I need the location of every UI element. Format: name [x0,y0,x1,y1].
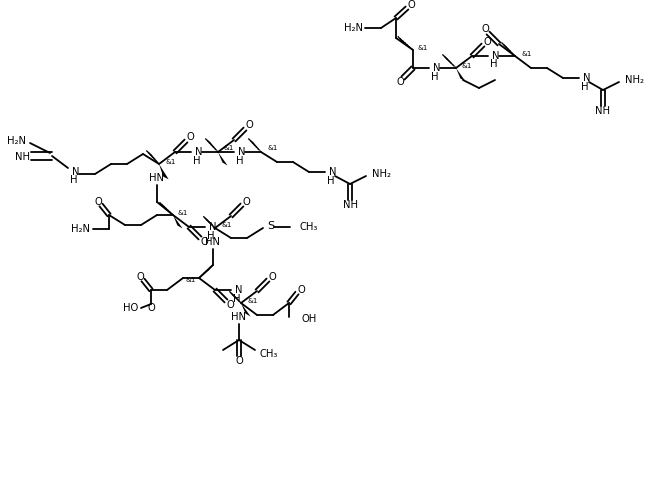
Text: &1: &1 [186,277,196,283]
Text: O: O [147,303,155,313]
Text: H: H [327,176,334,186]
Text: O: O [136,272,144,282]
Text: O: O [407,0,415,10]
Text: OH: OH [302,314,317,324]
Text: NH₂: NH₂ [372,169,391,179]
Text: &1: &1 [267,145,277,151]
Polygon shape [159,164,168,179]
Text: O: O [186,132,194,142]
Text: H: H [581,82,589,92]
Text: O: O [94,197,102,207]
Text: H: H [233,294,240,304]
Polygon shape [173,215,182,228]
Text: H₂N: H₂N [344,23,363,33]
Text: HO: HO [123,303,138,313]
Text: N: N [238,147,246,157]
Text: O: O [200,237,208,247]
Text: N: N [492,51,500,61]
Text: &1: &1 [221,222,231,228]
Text: H: H [490,59,498,69]
Text: N: N [329,167,336,177]
Polygon shape [456,68,466,82]
Text: H: H [236,156,244,166]
Text: &1: &1 [247,298,257,304]
Text: N: N [235,285,242,295]
Text: H: H [193,156,200,166]
Text: N: N [195,147,202,157]
Text: NH: NH [15,152,31,162]
Text: O: O [481,24,489,34]
Text: O: O [483,37,491,47]
Polygon shape [241,303,250,317]
Text: &1: &1 [418,45,428,51]
Text: O: O [297,285,305,295]
Text: H: H [207,231,214,241]
Text: HN: HN [149,173,165,183]
Text: O: O [268,272,276,282]
Polygon shape [218,152,228,165]
Text: N: N [72,167,79,177]
Text: &1: &1 [177,210,187,216]
Text: &1: &1 [521,51,531,57]
Text: S: S [267,221,274,231]
Text: O: O [396,77,404,87]
Text: &1: &1 [462,63,472,69]
Text: O: O [235,356,243,366]
Text: H₂N: H₂N [71,224,90,234]
Text: N: N [209,222,216,232]
Text: &1: &1 [224,145,234,151]
Text: O: O [245,120,253,130]
Text: H: H [70,175,77,185]
Text: N: N [433,63,440,73]
Text: CH₃: CH₃ [259,349,277,359]
Text: NH₂: NH₂ [625,75,644,85]
Text: CH₃: CH₃ [300,222,318,232]
Text: N: N [583,73,591,83]
Text: O: O [242,197,250,207]
Text: O: O [226,300,234,310]
Text: H: H [431,72,438,82]
Text: NH: NH [342,200,358,210]
Text: NH: NH [595,106,611,116]
Text: HN: HN [206,237,220,247]
Text: &1: &1 [165,159,175,165]
Text: H₂N: H₂N [7,136,26,146]
Text: HN: HN [232,312,246,322]
